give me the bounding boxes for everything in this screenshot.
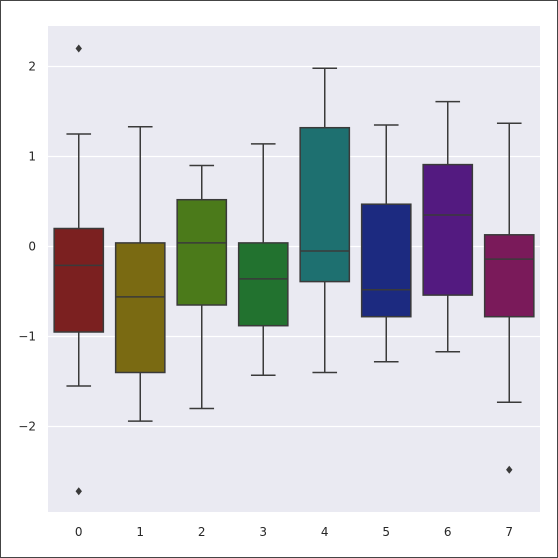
box-iqr [483,234,535,318]
box-group [114,126,166,422]
x-tick-label: 0 [75,525,83,539]
y-tick-label: 2 [28,60,36,74]
y-tick-label: −1 [18,330,36,344]
outlier-point [75,487,82,496]
outlier-point [75,44,82,53]
x-tick-label: 2 [198,525,206,539]
x-tick-label: 3 [259,525,267,539]
box-group [299,67,351,374]
box-group [53,44,105,496]
box-group [483,122,535,474]
box-iqr [176,198,228,306]
y-tick-label: 0 [28,240,36,254]
y-tick-label: 1 [28,150,36,164]
box-iqr [114,242,166,374]
outlier-point [506,465,513,474]
x-tick-label: 1 [136,525,144,539]
y-axis-tick-labels: −2 −1 0 1 2 [18,60,36,434]
box-iqr [53,227,105,333]
box-group [360,124,412,363]
x-tick-label: 6 [444,525,452,539]
box-iqr [299,126,351,283]
box-series [53,44,535,496]
x-tick-label: 7 [505,525,513,539]
box-group [422,100,474,353]
x-tick-label: 5 [382,525,390,539]
x-axis-tick-labels: 0 1 2 3 4 5 6 7 [75,525,513,539]
box-iqr [360,203,412,318]
box-group [176,164,228,410]
box-iqr [422,163,474,296]
x-tick-label: 4 [321,525,329,539]
box-group [237,143,289,376]
box-iqr [237,242,289,327]
y-tick-label: −2 [18,420,36,434]
